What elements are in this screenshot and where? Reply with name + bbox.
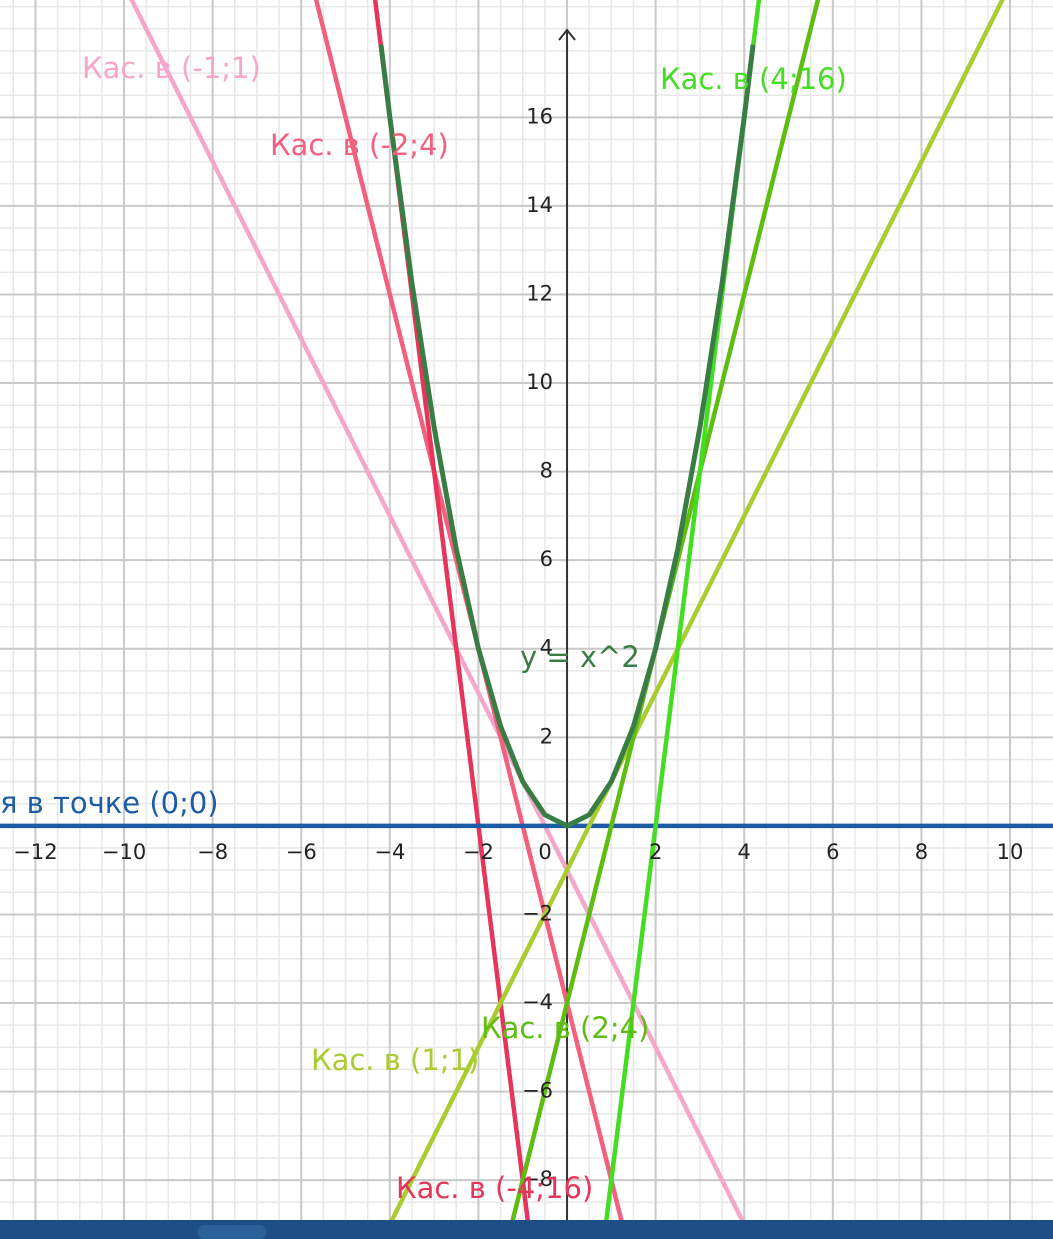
series-label: Кас. в (4;16)	[660, 62, 847, 96]
series-label: я в точке (0;0)	[0, 786, 219, 820]
x-tick-label: −12	[13, 840, 57, 864]
x-tick-label: 2	[649, 840, 662, 864]
y-tick-label: −2	[522, 901, 553, 925]
y-tick-label: 4	[540, 636, 553, 660]
series-label: y = x^2	[520, 640, 640, 674]
x-tick-label: 0	[538, 840, 551, 864]
y-tick-label: 16	[526, 104, 553, 128]
bottom-tab	[198, 1225, 266, 1239]
x-tick-label: −4	[374, 840, 405, 864]
x-tick-label: 6	[826, 840, 839, 864]
x-tick-label: −8	[197, 840, 228, 864]
y-tick-label: 10	[526, 370, 553, 394]
labels: −12 −10 −8 −6 −4 −2 0 2 4 6 8 10 −8 −6 −4 −2 2 4 6 8 10 12 14 1…	[0, 51, 1023, 1205]
y-tick-label: 2	[540, 724, 553, 748]
series-label: Кас. в (-4;16)	[396, 1171, 593, 1205]
series-label: Кас. в (2;4)	[481, 1011, 649, 1045]
y-tick-label: 12	[526, 281, 553, 305]
bottom-bar	[0, 1220, 1053, 1239]
y-tick-label: 14	[526, 193, 553, 217]
series-label: Кас. в (-2;4)	[270, 128, 449, 162]
series-line	[378, 44, 756, 829]
y-tick-label: −8	[522, 1167, 553, 1191]
y-tick-label: −6	[522, 1079, 553, 1103]
x-tick-label: −2	[463, 840, 494, 864]
x-tick-label: 10	[997, 840, 1024, 864]
y-tick-label: 8	[540, 459, 553, 483]
x-tick-label: −10	[102, 840, 146, 864]
series-label: Кас. в (-1;1)	[82, 51, 261, 85]
x-tick-label: 8	[915, 840, 928, 864]
x-tick-label: −6	[286, 840, 317, 864]
x-tick-label: 4	[738, 840, 751, 864]
series-label: Кас. в (1;1)	[311, 1043, 479, 1077]
y-tick-label: −4	[522, 990, 553, 1014]
y-tick-label: 6	[540, 547, 553, 571]
y-axis-arrow	[558, 28, 576, 41]
